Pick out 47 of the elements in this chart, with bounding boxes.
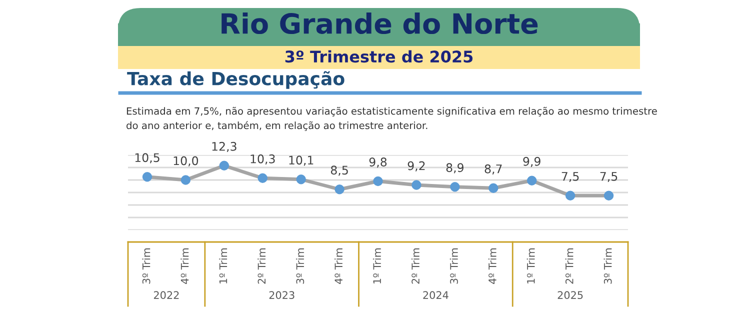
- x-tick-label: 4º Trim: [488, 248, 496, 284]
- x-tick-label: 1º Trim: [526, 248, 535, 284]
- x-tick-label: 3º Trim: [142, 248, 150, 284]
- text: 2023: [269, 291, 294, 300]
- point: [450, 182, 460, 192]
- text: Taxa de Desocupação: [127, 71, 344, 89]
- x-tick-label: 3º Trim: [450, 248, 458, 284]
- data-label: 10,1: [289, 156, 314, 166]
- data-label: 9,9: [523, 156, 540, 168]
- x-tick-label: 4º Trim: [180, 248, 189, 284]
- point: [142, 172, 152, 182]
- x-tick-label: 2º Trim: [258, 248, 266, 284]
- point: [296, 174, 306, 184]
- x-tick-label: 2º Trim: [565, 248, 574, 284]
- x-tick-label: 1º Trim: [219, 248, 228, 284]
- x-tick-label: 2º Trim: [411, 248, 420, 284]
- text: 2022: [154, 291, 179, 300]
- data-label: 10,5: [135, 153, 160, 164]
- data-label: 9,8: [369, 158, 387, 168]
- point: [604, 190, 614, 200]
- point: [488, 183, 498, 193]
- x-tick-label: 4º Trim: [334, 248, 342, 284]
- data-label: 10,3: [250, 154, 275, 165]
- x-tick-label: 3º Trim: [604, 248, 612, 284]
- point: [373, 176, 383, 186]
- data-label: 7,5: [562, 172, 579, 182]
- point: [526, 176, 537, 186]
- point: [219, 160, 230, 170]
- chart-title: Rio Grande do Norte: [222, 12, 538, 34]
- data-label: 8,7: [484, 164, 502, 175]
- point: [180, 175, 191, 185]
- point: [258, 173, 268, 183]
- text: 2025: [558, 291, 583, 300]
- text: Estimada em 7,5%, não apresentou variação estatisticamente significativa em relação ao mesmo trimestre do ano anterior e, também, em relação ao trimestre anterior.: [126, 106, 657, 131]
- point: [565, 190, 576, 200]
- data-label: 8,5: [330, 166, 348, 176]
- x-tick-label: 3º Trim: [296, 248, 304, 284]
- data-label: 12,3: [212, 142, 236, 152]
- point: [334, 184, 344, 194]
- data-label: 10,0: [174, 156, 198, 166]
- x-tick-label: 1º Trim: [372, 248, 381, 284]
- data-label: 8,9: [446, 163, 464, 174]
- point: [412, 180, 422, 190]
- chart-subtitle: 3º Trimestre de 2025: [285, 50, 473, 63]
- data-label: 9,2: [408, 161, 425, 172]
- text: 2024: [423, 291, 448, 300]
- data-label: 7,5: [600, 172, 618, 182]
